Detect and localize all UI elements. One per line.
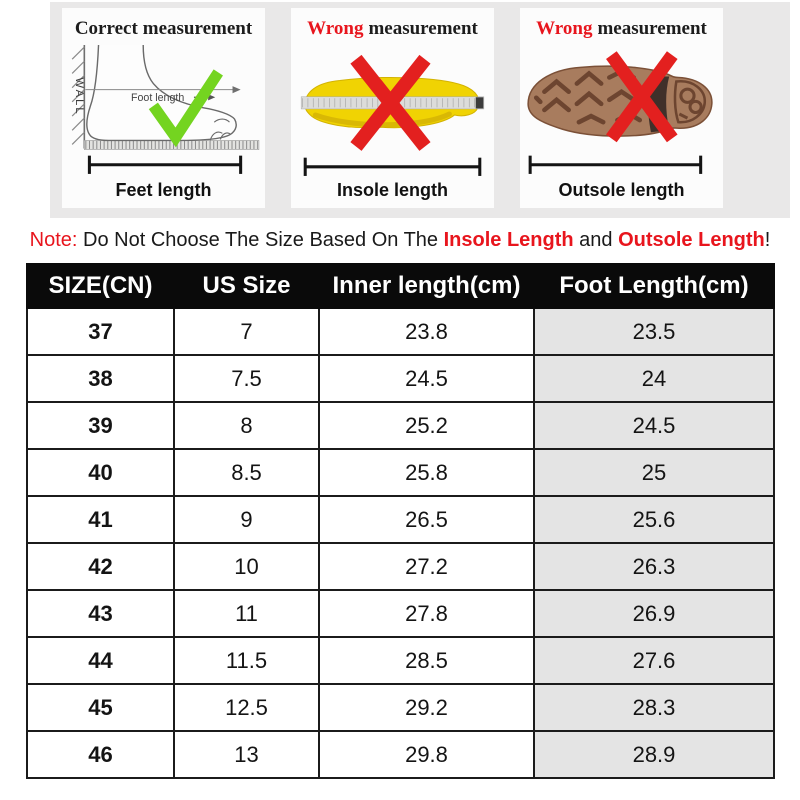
- cell-inner-length: 29.8: [318, 730, 535, 779]
- correct-measurement-panel: Correct measurement WALL: [62, 8, 265, 208]
- measurement-guide: Correct measurement WALL: [50, 2, 790, 218]
- cell-inner-length: 26.5: [318, 495, 535, 544]
- cell-size-cn: 45: [26, 683, 175, 732]
- panel-title: Wrong measurement: [536, 18, 707, 41]
- note-suffix: !: [764, 229, 771, 251]
- cell-foot-length: 24: [533, 354, 775, 403]
- outsole-panel: Wrong measurement: [520, 8, 723, 208]
- cell-size-cn: 38: [26, 354, 175, 403]
- panel-caption: Insole length: [336, 179, 448, 200]
- cell-us-size: 8.5: [173, 448, 320, 497]
- cell-us-size: 10: [173, 542, 320, 591]
- cell-foot-length: 26.3: [533, 542, 775, 591]
- panel-title-word1: Wrong: [536, 18, 593, 39]
- cell-foot-length: 27.6: [533, 636, 775, 685]
- table-row: 38 7.5 24.5 24: [26, 354, 775, 403]
- size-table-body: 37 7 23.8 23.5 38 7.5 24.5 24 39 8 25.2 24.5 40 8.5 25…: [26, 307, 775, 779]
- wall-hatching: [71, 44, 86, 149]
- wall-label: WALL: [73, 77, 85, 115]
- cell-inner-length: 25.2: [318, 401, 535, 450]
- note-text1: Do Not Choose The Size Based On The: [77, 229, 444, 251]
- cell-us-size: 12.5: [173, 683, 320, 732]
- panel-title-word2: measurement: [368, 18, 478, 39]
- cell-size-cn: 44: [26, 636, 175, 685]
- cell-inner-length: 23.8: [318, 307, 535, 356]
- cell-foot-length: 26.9: [533, 589, 775, 638]
- header-size-cn: SIZE(CN): [26, 263, 175, 309]
- insole-shading: [312, 111, 452, 128]
- note-highlight-insole: Insole Length: [443, 229, 574, 251]
- cell-foot-length: 23.5: [533, 307, 775, 356]
- table-row: 39 8 25.2 24.5: [26, 401, 775, 450]
- table-row: 45 12.5 29.2 28.3: [26, 683, 775, 732]
- table-row: 37 7 23.8 23.5: [26, 307, 775, 356]
- panel-title-word1: Wrong: [307, 18, 364, 39]
- x-icon: [350, 54, 431, 151]
- heel-block: [673, 79, 706, 124]
- check-icon: [148, 69, 223, 148]
- cell-inner-length: 28.5: [318, 636, 535, 685]
- cell-us-size: 13: [173, 730, 320, 779]
- cell-us-size: 8: [173, 401, 320, 450]
- insole-illustration: [300, 54, 485, 176]
- header-foot-length: Foot Length(cm): [533, 263, 775, 309]
- foot-diagram: WALL Foot length: [71, 44, 260, 174]
- panel-title-word2: measurement: [142, 18, 253, 39]
- table-row: 44 11.5 28.5 27.6: [26, 636, 775, 685]
- cell-size-cn: 42: [26, 542, 175, 591]
- header-us-size: US Size: [173, 263, 320, 309]
- insole-panel: Wrong measurement: [291, 8, 494, 208]
- length-bracket: [528, 155, 703, 174]
- cell-foot-length: 25: [533, 448, 775, 497]
- note-highlight-outsole: Outsole Length: [618, 229, 765, 251]
- cell-us-size: 7.5: [173, 354, 320, 403]
- cell-inner-length: 25.8: [318, 448, 535, 497]
- cell-size-cn: 37: [26, 307, 175, 356]
- table-row: 41 9 26.5 25.6: [26, 495, 775, 544]
- note-prefix: Note:: [29, 229, 78, 251]
- ruler: [84, 139, 260, 150]
- note-banner: Note: Do Not Choose The Size Based On Th…: [0, 218, 800, 263]
- size-chart-table: SIZE(CN) US Size Inner length(cm) Foot L…: [26, 263, 775, 779]
- cell-us-size: 7: [173, 307, 320, 356]
- cell-foot-length: 24.5: [533, 401, 775, 450]
- cell-us-size: 9: [173, 495, 320, 544]
- x-icon: [606, 51, 678, 143]
- panel-title-word2: measurement: [597, 18, 707, 39]
- length-bracket: [303, 157, 482, 176]
- toe-details: [209, 118, 231, 141]
- panel-title: Wrong measurement: [307, 18, 478, 41]
- cell-inner-length: 24.5: [318, 354, 535, 403]
- table-row: 46 13 29.8 28.9: [26, 730, 775, 779]
- panel-caption: Feet length: [115, 179, 212, 200]
- header-inner-length: Inner length(cm): [318, 263, 535, 309]
- cell-foot-length: 28.3: [533, 683, 775, 732]
- note-text2: and: [573, 229, 619, 251]
- cell-size-cn: 40: [26, 448, 175, 497]
- panel-title: Correct measurement: [75, 18, 252, 41]
- cell-foot-length: 25.6: [533, 495, 775, 544]
- cell-size-cn: 43: [26, 589, 175, 638]
- cell-size-cn: 41: [26, 495, 175, 544]
- length-bracket: [87, 155, 243, 174]
- cell-inner-length: 27.2: [318, 542, 535, 591]
- table-row: 40 8.5 25.8 25: [26, 448, 775, 497]
- cell-inner-length: 27.8: [318, 589, 535, 638]
- panel-title-word1: Correct: [74, 18, 138, 39]
- cell-us-size: 11.5: [173, 636, 320, 685]
- cell-us-size: 11: [173, 589, 320, 638]
- measure-label: Foot length: [131, 92, 184, 104]
- panel-caption: Outsole length: [558, 179, 685, 200]
- table-header-row: SIZE(CN) US Size Inner length(cm) Foot L…: [26, 263, 775, 309]
- table-row: 43 11 27.8 26.9: [26, 589, 775, 638]
- cell-inner-length: 29.2: [318, 683, 535, 732]
- cell-foot-length: 28.9: [533, 730, 775, 779]
- outsole-illustration: [527, 51, 713, 174]
- table-row: 42 10 27.2 26.3: [26, 542, 775, 591]
- cell-size-cn: 46: [26, 730, 175, 779]
- cell-size-cn: 39: [26, 401, 175, 450]
